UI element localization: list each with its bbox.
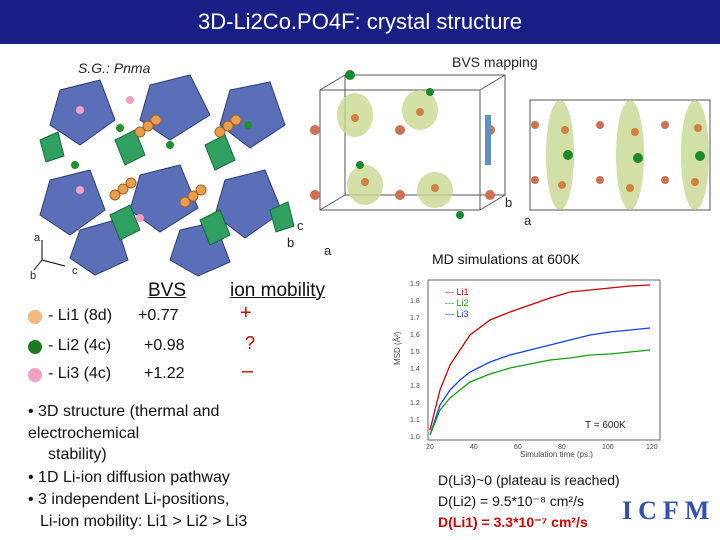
x-tick-label: 120: [646, 444, 658, 451]
axis-label-a-right: a: [524, 213, 532, 228]
space-group-label: S.G.: Pnma: [78, 60, 151, 76]
page-title: 3D-Li2Co.PO4F: crystal structure: [198, 9, 522, 34]
y-tick-label: 1.5: [410, 349, 420, 356]
bvs-mapping-label: BVS mapping: [452, 54, 538, 70]
header-ion-mobility: ion mobility: [230, 280, 326, 301]
diffusion-li3: D(Li3)~0 (plateau is reached): [438, 472, 620, 488]
li2-label: - Li2 (4c): [48, 337, 112, 354]
series-li1-line: [429, 284, 651, 431]
li3-bvs: +1.22: [144, 365, 185, 382]
li2-dot: [28, 340, 42, 354]
axis-label-c-left: c: [72, 265, 78, 277]
legend-li3: --- Li3: [445, 309, 469, 319]
legend-li1: --- Li1: [445, 287, 469, 297]
li3-mobility: –: [242, 360, 254, 382]
x-tick-label: 80: [558, 444, 566, 451]
axis-label-c-mid: c: [297, 218, 304, 233]
axis-label-a-left: a: [34, 232, 41, 244]
series-li3-line: [429, 349, 651, 436]
bullet-1-line3: stability): [48, 446, 107, 463]
bullet-1-line2: electrochemical: [28, 425, 140, 442]
series-li2-line: [429, 327, 651, 436]
li2-mobility: ?: [245, 333, 256, 353]
y-tick-label: 1.7: [410, 315, 420, 322]
axis-label-a-mid: a: [324, 243, 332, 258]
li3-dot: [28, 368, 42, 382]
md-chart: 1.9 1.8 1.7 1.6 1.5 1.4 1.3 1.2 1.1 1.0 20 40 60 80 1…: [390, 270, 670, 460]
y-tick-label: 1.3: [410, 383, 420, 390]
chart-xlabel: Simulation time (ps.): [520, 450, 593, 459]
diffusion-li2: D(Li2) = 9.5*10⁻⁸ cm²/s: [438, 493, 584, 509]
li3-label: - Li3 (4c): [48, 365, 112, 382]
axis-label-b-mid: b: [287, 235, 295, 250]
li1-bvs: +0.77: [138, 307, 179, 324]
x-tick-label: 100: [602, 444, 614, 451]
li2-bvs: +0.98: [144, 337, 185, 354]
axis-label-b-left: b: [30, 270, 37, 282]
y-tick-label: 1.2: [410, 400, 420, 407]
bullet-3-line2: Li-ion mobility: Li1 > Li2 > Li3: [40, 513, 248, 530]
x-tick-label: 20: [426, 444, 434, 451]
li1-mobility: +: [240, 302, 252, 324]
y-tick-label: 1.8: [410, 298, 420, 305]
diffusion-li1: D(Li1) = 3.3*10⁻⁷ cm²/s: [438, 514, 588, 530]
title-bar: 3D-Li2Co.PO4F: crystal structure: [0, 0, 720, 44]
y-tick-label: 1.9: [410, 281, 420, 288]
legend-li2: --- Li2: [445, 298, 469, 308]
x-tick-label: 40: [470, 444, 478, 451]
crystal-structure-image: [20, 70, 300, 280]
chart-frame: [427, 279, 661, 441]
bullet-1-line1: • 3D structure (thermal and: [28, 403, 220, 420]
icfm-logo: ICFM: [622, 496, 716, 525]
y-tick-label: 1.4: [410, 366, 420, 373]
y-tick-label: 1.6: [410, 332, 420, 339]
chart-ylabel: MSD (Å²): [393, 331, 402, 365]
header-bvs: BVS: [148, 280, 187, 301]
bullet-2: • 1D Li-ion diffusion pathway: [28, 469, 230, 486]
axis-label-b-right: b: [505, 195, 513, 210]
bvs-mapping-images: [310, 70, 711, 219]
temp-label: T = 600K: [585, 420, 626, 431]
bullet-3: • 3 independent Li-positions,: [28, 491, 230, 508]
x-tick-label: 60: [514, 444, 522, 451]
li1-label: - Li1 (8d): [48, 307, 113, 324]
y-tick-label: 1.0: [410, 434, 420, 441]
li1-dot: [28, 310, 42, 324]
md-title: MD simulations at 600K: [432, 251, 580, 267]
y-tick-label: 1.1: [410, 417, 420, 424]
